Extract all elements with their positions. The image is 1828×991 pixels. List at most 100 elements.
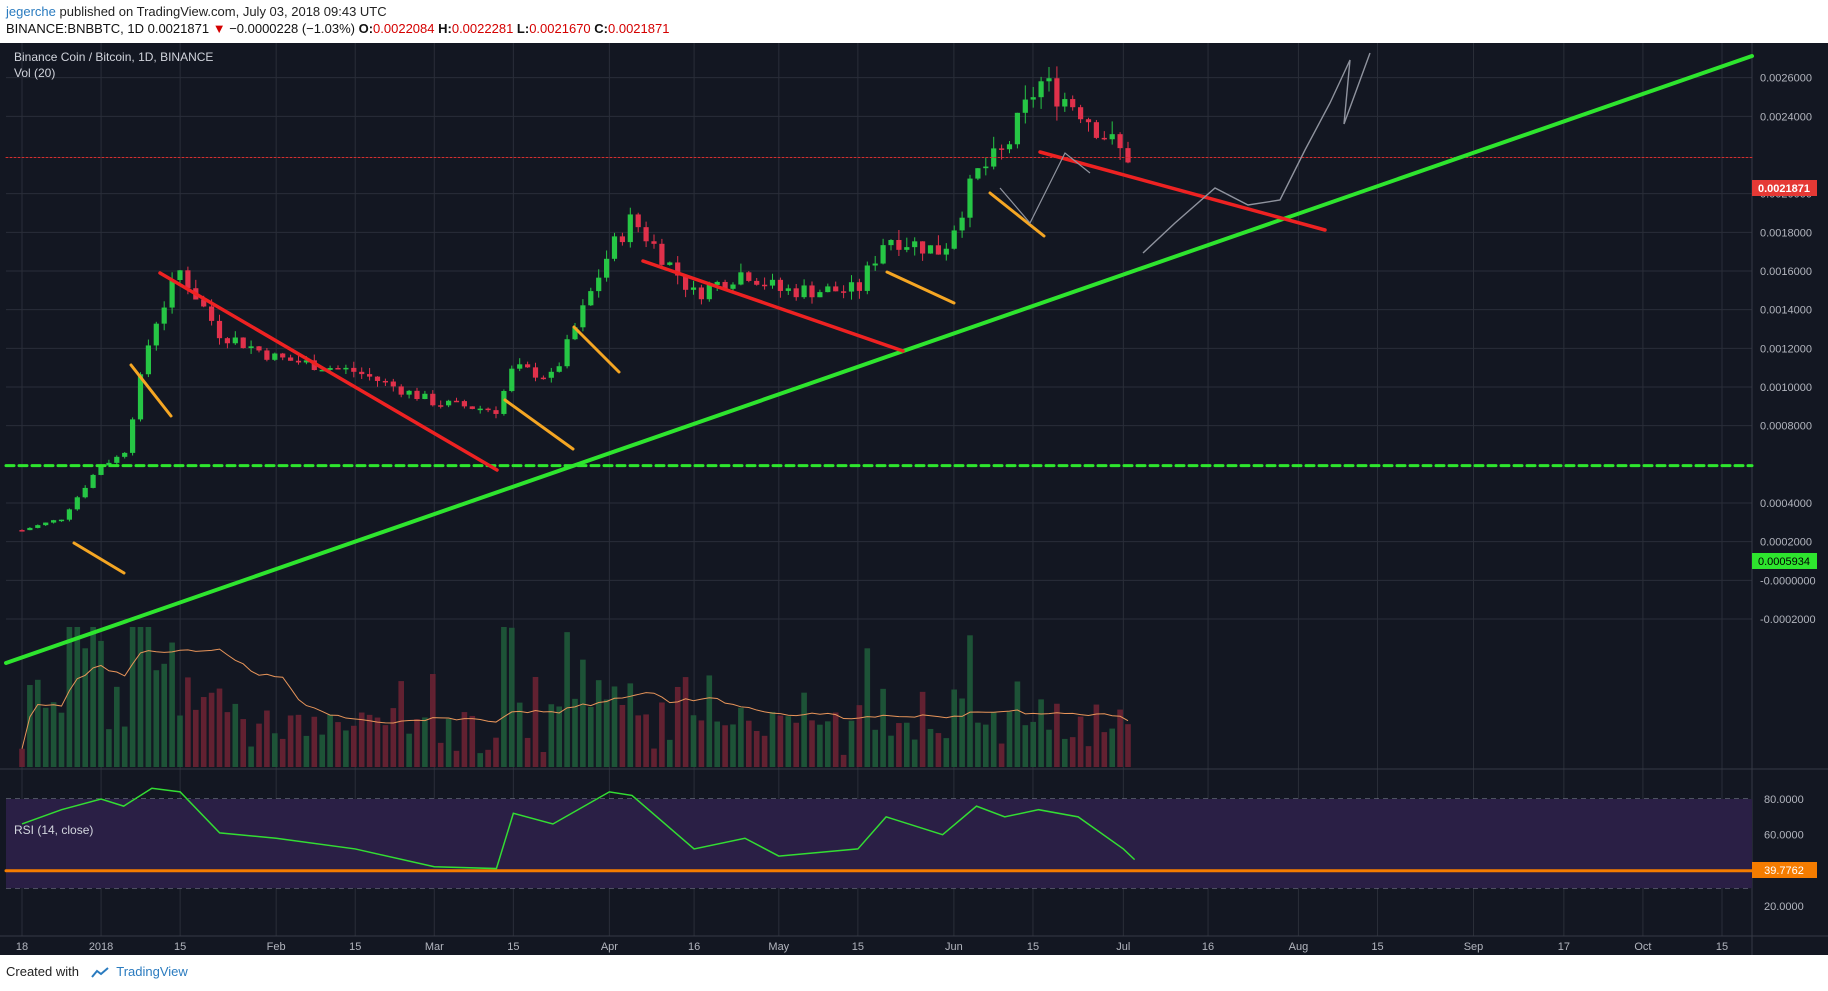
candle-body xyxy=(201,299,207,307)
candle-body xyxy=(122,452,128,457)
price-axis[interactable]: 0.00280000.00260000.00240000.00200000.00… xyxy=(1760,34,1816,626)
candle-body xyxy=(98,465,104,475)
rsi-tick-label: 80.0000 xyxy=(1764,794,1804,806)
chart-svg[interactable]: 0.00280000.00260000.00240000.00200000.00… xyxy=(0,34,1828,955)
volume-bar xyxy=(232,703,239,767)
volume-bar xyxy=(911,739,918,767)
price-tick-label: 0.0028000 xyxy=(1760,43,1812,46)
candle-body xyxy=(74,497,80,510)
time-axis[interactable]: 18 2018 15 Feb 15 Mar 15 Apr 16 May 15 Jun 15 Jul 16 Au… xyxy=(16,941,1728,953)
last-price: 0.0021871 xyxy=(147,21,210,36)
volume-bar xyxy=(580,659,586,767)
author-link[interactable]: jegerche xyxy=(6,4,56,19)
candle-body xyxy=(130,419,136,453)
volume-bar xyxy=(832,712,839,767)
candle-body xyxy=(137,374,144,420)
downtrend-line xyxy=(158,271,499,472)
volume-bar xyxy=(998,743,1005,767)
volume-bar xyxy=(1062,738,1068,767)
volume-bar xyxy=(501,627,507,767)
volume-bar xyxy=(50,702,57,767)
volume-bar xyxy=(27,685,33,767)
volume-bar xyxy=(572,698,578,767)
volume-bar xyxy=(1093,704,1100,767)
volume-bar xyxy=(698,720,705,767)
volume-bar xyxy=(185,677,191,767)
candle-body xyxy=(153,323,159,346)
price-tick-label: 0.0024000 xyxy=(1760,111,1812,123)
volume-bar xyxy=(493,737,499,767)
volume-bar xyxy=(256,723,262,767)
close-value: 0.0021871 xyxy=(608,21,670,36)
candle-body xyxy=(619,236,625,243)
volume-bar xyxy=(951,689,957,767)
volume-bar xyxy=(445,718,452,767)
time-tick-label: 15 xyxy=(349,941,361,953)
candle-body xyxy=(864,265,870,291)
volume-bar xyxy=(272,733,278,767)
candle-body xyxy=(1125,148,1131,163)
candle-body xyxy=(1022,99,1028,113)
volume-bar xyxy=(872,729,878,767)
chart-area[interactable]: 0.00280000.00260000.00240000.00200000.00… xyxy=(0,34,1828,955)
volume-bar xyxy=(682,677,689,767)
candle-body xyxy=(406,390,412,395)
volume-bar xyxy=(516,702,523,767)
support-level-tag xyxy=(1752,553,1817,569)
volume-bar xyxy=(422,717,428,767)
time-tick-label: 15 xyxy=(507,941,519,953)
low-value: 0.0021670 xyxy=(529,21,591,36)
volume-bar xyxy=(335,722,341,767)
time-tick-label: Apr xyxy=(601,941,618,953)
candle-body xyxy=(825,286,831,293)
volume-bar xyxy=(927,728,934,767)
volume-bar xyxy=(437,742,444,767)
volume-bar xyxy=(295,714,302,767)
volume-bar xyxy=(461,712,468,767)
main-pane-title: Binance Coin / Bitcoin, 1D, BINANCE xyxy=(14,50,213,64)
publish-info: jegerche published on TradingView.com, J… xyxy=(6,4,387,20)
candle-body xyxy=(1030,97,1036,100)
time-tick-label: Mar xyxy=(425,941,444,953)
volume-bar xyxy=(279,738,286,767)
candle-body xyxy=(959,217,965,231)
time-tick-label: Aug xyxy=(1289,941,1309,953)
tradingview-link[interactable]: TradingView xyxy=(116,964,188,979)
volume-bar xyxy=(540,752,547,767)
rsi-level-tag xyxy=(1752,862,1817,878)
volume-bar xyxy=(785,716,792,767)
candle-body xyxy=(114,456,120,463)
time-tick-label: 15 xyxy=(852,941,864,953)
volume-bar xyxy=(19,748,25,767)
candle-body xyxy=(398,386,404,395)
volume-pane-title: Vol (20) xyxy=(14,66,55,80)
candle-body xyxy=(209,306,215,321)
candle-body xyxy=(801,285,807,298)
volume-bar xyxy=(66,627,73,767)
price-change: −0.0000228 (−1.03%) xyxy=(229,21,355,36)
volume-bar xyxy=(121,726,128,767)
candle-body xyxy=(517,364,523,369)
candle-body xyxy=(698,287,704,300)
volume-bar xyxy=(825,721,831,767)
candle-body xyxy=(532,367,539,378)
volume-bar xyxy=(319,734,325,767)
rsi-axis[interactable]: 80.0000 60.0000 20.0000 xyxy=(1764,794,1804,913)
candle-body xyxy=(580,305,586,328)
tradingview-logo-icon xyxy=(90,966,109,978)
support-level-tag-label: 0.0005934 xyxy=(1758,556,1810,568)
price-tick-label: 0.0002000 xyxy=(1760,537,1812,549)
candle-body xyxy=(809,285,815,298)
flag-line xyxy=(72,541,126,575)
candle-body xyxy=(501,391,507,414)
candle-body xyxy=(683,275,689,290)
candle-body xyxy=(438,405,444,407)
candle-body xyxy=(461,401,467,407)
candle-body xyxy=(66,509,72,520)
candle-body xyxy=(927,245,934,254)
candle-body xyxy=(872,263,878,266)
volume-bar xyxy=(943,738,950,767)
volume-bar xyxy=(153,670,160,767)
candle-body xyxy=(106,462,112,466)
candle-body xyxy=(904,247,910,250)
